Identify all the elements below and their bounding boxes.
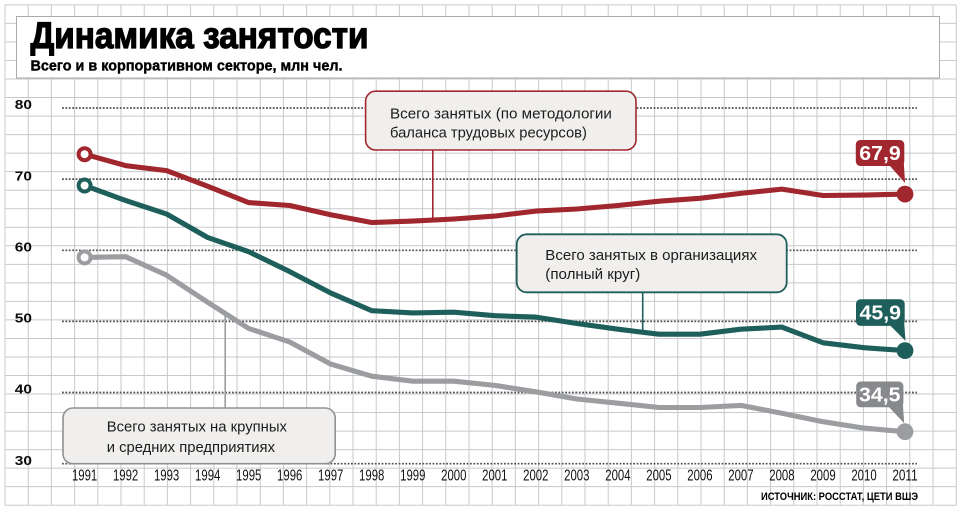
svg-text:1996: 1996 (277, 467, 302, 484)
svg-text:Всего занятых (по методологии: Всего занятых (по методологии (390, 106, 612, 123)
svg-text:баланса трудовых ресурсов): баланса трудовых ресурсов) (390, 125, 587, 142)
svg-text:1993: 1993 (154, 467, 179, 484)
svg-text:2005: 2005 (646, 467, 671, 484)
svg-text:45,9: 45,9 (860, 303, 902, 325)
svg-text:2011: 2011 (892, 467, 917, 484)
svg-text:2007: 2007 (728, 467, 753, 484)
svg-text:2003: 2003 (564, 467, 589, 484)
svg-text:60: 60 (15, 240, 32, 255)
svg-text:1994: 1994 (195, 467, 221, 484)
svg-text:2010: 2010 (851, 467, 876, 484)
svg-text:Всего занятых на крупных: Всего занятых на крупных (107, 419, 288, 436)
svg-text:1997: 1997 (318, 467, 343, 484)
svg-text:1999: 1999 (400, 467, 425, 484)
svg-text:2001: 2001 (482, 467, 507, 484)
svg-text:40: 40 (15, 382, 32, 397)
svg-text:70: 70 (15, 168, 32, 183)
svg-text:(полный круг): (полный круг) (545, 266, 640, 283)
svg-text:1998: 1998 (359, 467, 384, 484)
svg-text:1995: 1995 (236, 467, 261, 484)
svg-text:80: 80 (15, 97, 32, 112)
svg-text:50: 50 (15, 311, 32, 326)
svg-text:2000: 2000 (441, 467, 466, 484)
svg-text:2008: 2008 (769, 467, 794, 484)
svg-text:30: 30 (15, 453, 32, 468)
svg-text:2006: 2006 (687, 467, 712, 484)
svg-text:34,5: 34,5 (859, 385, 901, 407)
svg-text:Всего и в корпоративном сектор: Всего и в корпоративном секторе, млн чел… (31, 57, 343, 74)
svg-text:1992: 1992 (113, 467, 138, 484)
svg-text:67,9: 67,9 (859, 143, 901, 165)
svg-text:2009: 2009 (810, 467, 835, 484)
svg-text:2002: 2002 (523, 467, 548, 484)
svg-text:ИСТОЧНИК: РОССТАТ, ЦЕТИ ВШЭ: ИСТОЧНИК: РОССТАТ, ЦЕТИ ВШЭ (761, 491, 918, 503)
svg-text:2004: 2004 (605, 467, 631, 484)
svg-text:1991: 1991 (72, 467, 97, 484)
svg-text:и средних предприятиях: и средних предприятиях (107, 439, 276, 456)
svg-text:Динамика занятости: Динамика занятости (31, 14, 369, 56)
svg-text:Всего занятых в организациях: Всего занятых в организациях (545, 247, 757, 264)
